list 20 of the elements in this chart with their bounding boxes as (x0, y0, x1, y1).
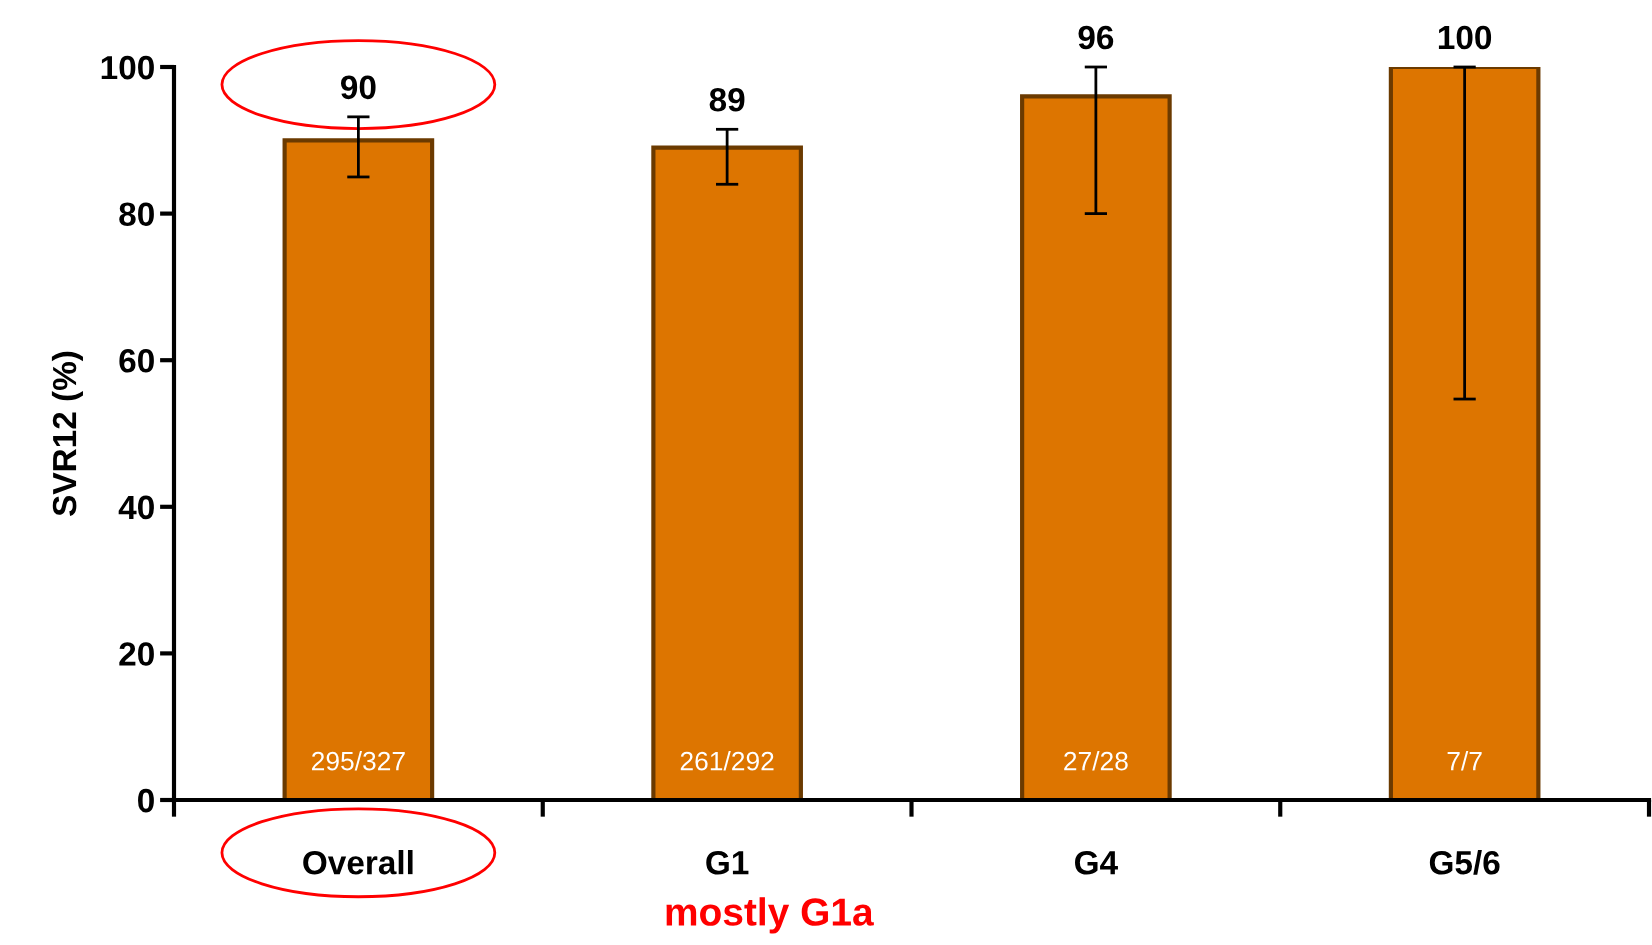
y-axis-title: SVR12 (%) (51, 351, 83, 516)
x-tick-label: G5/6 (1429, 850, 1500, 875)
x-tick-label: G1 (706, 850, 749, 875)
text: mostly G1a (666, 897, 874, 934)
x-tick-label: Overall (303, 850, 413, 875)
annotation: 7/7 (1447, 751, 1482, 771)
y-tick-label: 80 (119, 202, 154, 227)
annotation: 295/327 (312, 751, 405, 771)
annotation: 261/292 (680, 751, 774, 771)
y-tick-label: 40 (118, 495, 154, 520)
data-label: 100 (1438, 25, 1492, 50)
y-tick-label: 0 (138, 788, 154, 813)
data-label: 90 (340, 75, 376, 100)
x-tick-label: G4 (1075, 850, 1118, 875)
y-tick-label: 100 (101, 55, 154, 80)
data-label: 89 (709, 88, 745, 112)
data-label: 96 (1078, 25, 1114, 50)
y-tick-label: 20 (119, 642, 154, 666)
y-tick-label: 60 (119, 349, 154, 373)
annotation: 27/28 (1064, 751, 1128, 771)
